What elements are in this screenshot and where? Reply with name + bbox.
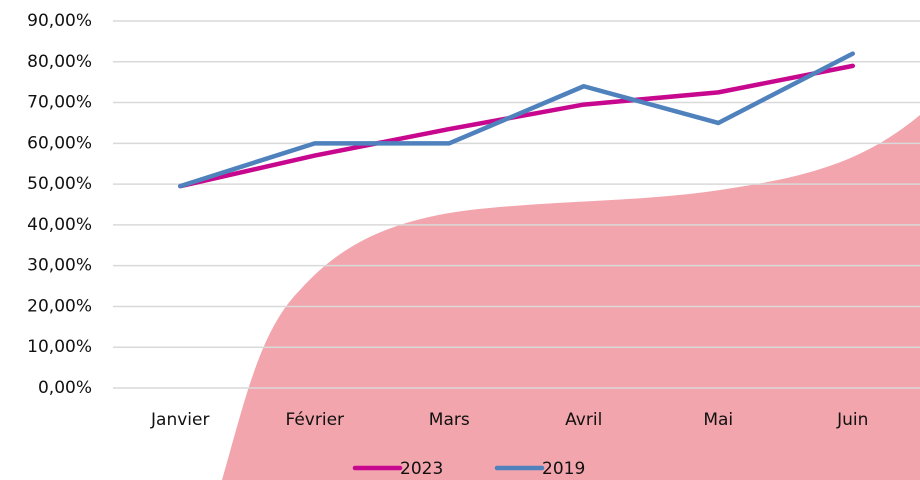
y-tick-label: 30,00% [27,256,92,276]
x-tick-label: Mars [429,410,470,430]
y-tick-label: 40,00% [27,215,92,235]
y-tick-label: 90,00% [27,11,92,31]
y-tick-label: 70,00% [27,93,92,113]
y-tick-label: 20,00% [27,296,92,316]
chart: 0,00% 10,00% 20,00% 30,00% 40,00% 50,00% 60,00… [0,0,920,480]
y-tick-label: 50,00% [27,174,92,194]
page: 0,00% 10,00% 20,00% 30,00% 40,00% 50,00% 60,00… [0,0,920,480]
x-tick-label: Mai [703,410,733,430]
x-tick-label: Janvier [150,410,209,430]
x-tick-label: Février [285,410,344,430]
series-line [180,54,853,187]
x-tick-label: Avril [565,410,602,430]
y-tick-label: 10,00% [27,337,92,357]
legend-label: 2023 [400,459,443,479]
y-tick-label: 60,00% [27,133,92,153]
y-tick-label: 80,00% [27,52,92,72]
series-line [180,66,853,186]
x-tick-label: Juin [836,410,868,430]
y-tick-label: 0,00% [38,378,92,398]
legend-label: 2019 [542,459,585,479]
